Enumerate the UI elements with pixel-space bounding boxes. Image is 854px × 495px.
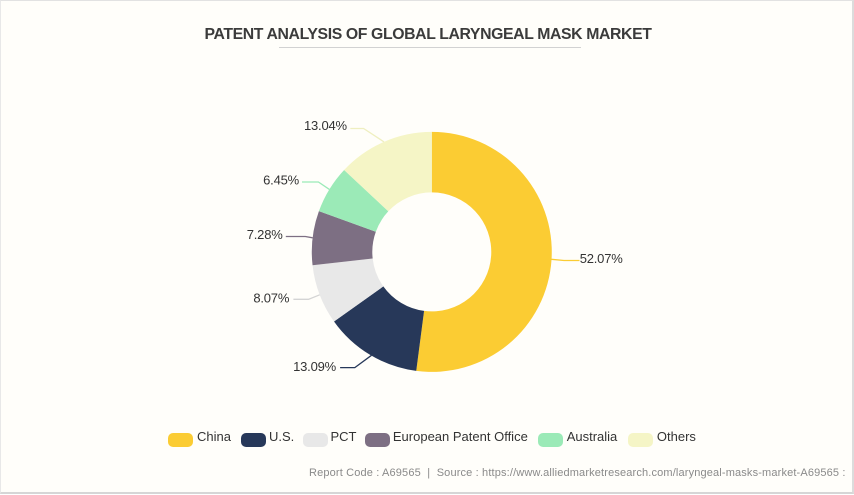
svg-text:52.07%: 52.07%: [580, 251, 624, 266]
svg-text:6.45%: 6.45%: [263, 173, 300, 188]
svg-text:8.07%: 8.07%: [253, 290, 290, 305]
svg-text:7.28%: 7.28%: [247, 227, 284, 242]
svg-text:13.09%: 13.09%: [293, 359, 337, 374]
svg-text:13.04%: 13.04%: [304, 118, 348, 133]
